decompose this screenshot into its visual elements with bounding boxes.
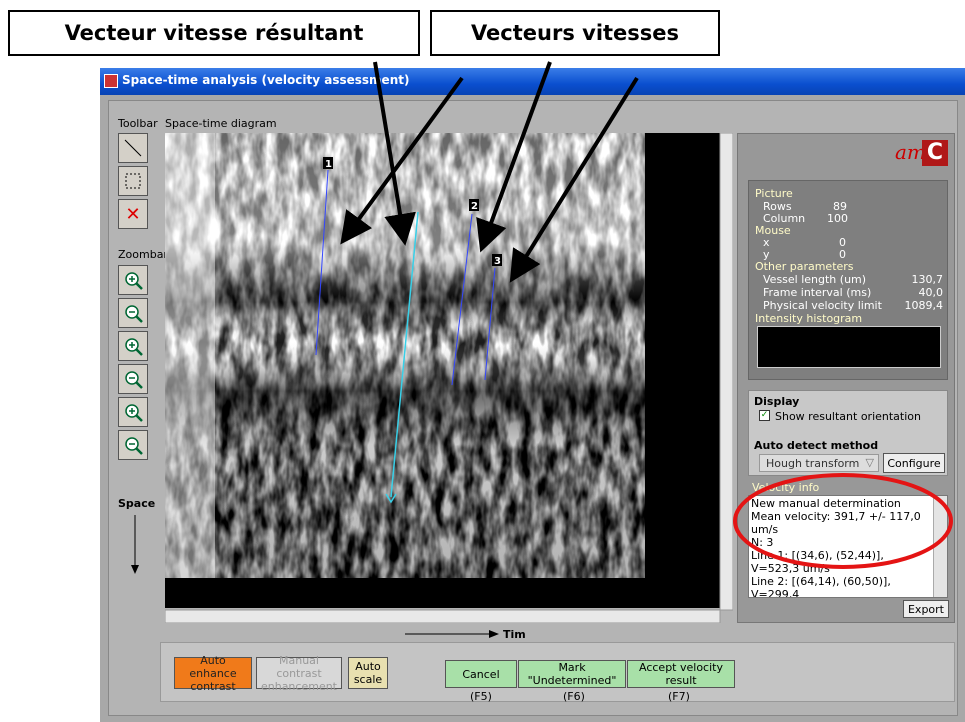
param-value: 40,0 — [918, 286, 944, 299]
manual-contrast-button: Manual contrast enhancement — [256, 654, 342, 693]
resultant-head — [385, 493, 397, 504]
dropdown-value: Hough transform — [766, 457, 860, 470]
info-label: y — [763, 248, 770, 261]
title-bar: Space-time analysis (velocity assessment… — [100, 68, 965, 95]
line-label: 1 — [325, 159, 332, 170]
param-row: Vessel length (um) 130,7 — [763, 273, 943, 286]
param-value: 130,7 — [911, 273, 944, 286]
cancel-button[interactable]: Cancel — [445, 660, 517, 688]
delete-tool[interactable]: ✕ — [118, 199, 148, 229]
resultant-line — [390, 211, 419, 498]
display-panel: Display ✓ Show resultant orientation Aut… — [748, 390, 948, 476]
configure-button[interactable]: Configure — [883, 453, 945, 473]
dropdown[interactable]: Hough transform ▽ — [759, 454, 879, 472]
section: Picture — [755, 187, 793, 200]
section: Other parameters — [755, 260, 854, 273]
line-label: 2 — [471, 201, 478, 212]
export-button[interactable]: Export — [903, 600, 949, 618]
velocity-line — [315, 169, 329, 356]
zoom-button[interactable] — [118, 265, 148, 295]
info-value: 0 — [839, 248, 846, 261]
auto-scale-button[interactable]: Auto scale — [348, 657, 388, 689]
display-title: Display — [754, 395, 800, 408]
velocity-line-text: Line 2: [(64,14), (60,50)], V=299,4 — [751, 575, 891, 598]
select-tool[interactable] — [118, 166, 148, 196]
velocity-text: New manual determination Mean velocity: 3… — [749, 496, 935, 598]
velocity-line-text: New manual determination — [751, 497, 901, 510]
velocity-line-text: Mean velocity: 391,7 +/- 117,0 um/s — [751, 510, 921, 536]
info-label: x — [763, 236, 770, 249]
time-arrow — [405, 630, 499, 638]
diagram-label: Space-time diagram — [165, 117, 277, 130]
annotation-arrow — [340, 76, 464, 245]
annotation-label: Vecteurs vitesses — [430, 10, 720, 56]
zoombar — [118, 265, 148, 463]
histogram — [757, 326, 941, 368]
param-label: Frame interval (ms) — [763, 286, 872, 299]
mark-button[interactable]: Mark "Undetermined" — [518, 660, 626, 688]
time-label: Tim — [503, 628, 526, 641]
params: Vessel length (um) 130,7 Frame interval (m… — [763, 273, 943, 312]
checkbox[interactable]: ✓ — [759, 410, 770, 421]
zoom-button[interactable] — [118, 298, 148, 328]
shortcut: (F7) — [668, 690, 690, 703]
annotation-label: Vecteur vitesse résultant — [8, 10, 420, 56]
accept-button[interactable]: Accept velocity result — [627, 660, 735, 688]
param-label: Physical velocity limit — [763, 299, 882, 312]
info-value: 0 — [839, 236, 846, 249]
shortcut: (F6) — [563, 690, 585, 703]
param-label: Vessel length (um) — [763, 273, 867, 286]
zoom-button[interactable] — [118, 331, 148, 361]
zoom-button[interactable] — [118, 397, 148, 427]
annotation-arrow — [476, 61, 552, 253]
zoombar-label: Zoombar — [118, 248, 168, 261]
section: Mouse — [755, 224, 791, 237]
scrollbar — [933, 496, 947, 597]
velocity-line — [451, 213, 473, 386]
param-row: Frame interval (ms) 40,0 — [763, 286, 943, 299]
velocity-box: New manual determination Mean velocity: 3… — [748, 495, 948, 598]
logo-mark: C — [922, 140, 948, 166]
toolbar: ✕ — [118, 133, 148, 229]
zoom-button[interactable] — [118, 430, 148, 460]
method-title: Auto detect method — [754, 439, 879, 452]
toolbar-label: Toolbar — [118, 117, 158, 130]
checkbox-label: Show resultant orientation — [775, 410, 921, 423]
info-panel: Picture Rows 89 Column 100 Mouse x 0 y 0… — [748, 180, 948, 380]
logo: am — [895, 140, 926, 164]
param-value: 1089,4 — [904, 299, 944, 312]
section: Intensity histogram — [755, 312, 863, 325]
space-time-image — [165, 133, 733, 623]
velocity-title: Velocity info — [752, 481, 820, 494]
zoom-button[interactable] — [118, 364, 148, 394]
space-arrow — [131, 515, 139, 574]
info-value: 100 — [827, 212, 848, 225]
space-label: Space — [118, 497, 156, 510]
info-label: Rows — [763, 200, 792, 213]
line-tool[interactable] — [118, 133, 148, 163]
window-title: Space-time analysis (velocity assessment… — [122, 73, 410, 87]
annotation-arrow — [373, 61, 416, 246]
info-label: Column — [763, 212, 806, 225]
param-row: Physical velocity limit 1089,4 — [763, 299, 943, 312]
auto-enhance-button[interactable]: Auto enhance contrast — [174, 654, 252, 693]
annotation-arrow — [509, 76, 639, 283]
velocity-line — [484, 267, 496, 381]
line-label: 3 — [494, 256, 501, 267]
velocity-line-text: N: 3 — [751, 536, 774, 549]
app-icon — [104, 74, 118, 88]
info-value: 89 — [833, 200, 847, 213]
shortcut: (F5) — [470, 690, 492, 703]
velocity-line-text: Line 1: [(34,6), (52,44)], V=523,3 um/s — [751, 549, 884, 575]
